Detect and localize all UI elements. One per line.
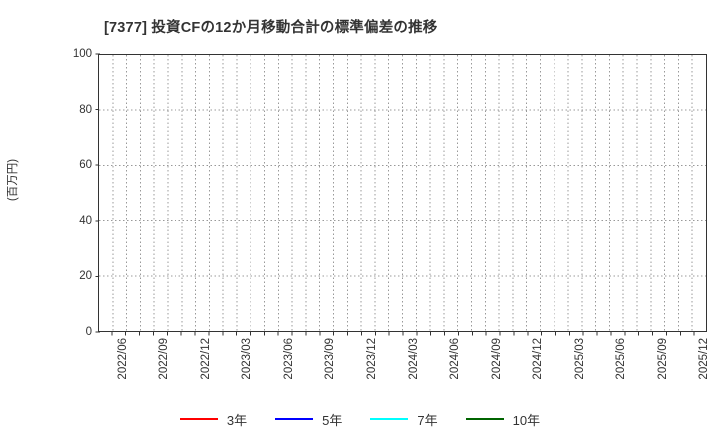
x-axis-tick-label: 2025/06 (615, 338, 628, 380)
chart-legend: 3年 5年 7年 10年 (0, 408, 720, 430)
legend-color-swatch (275, 418, 314, 420)
x-axis-tick-labels: 2022/06 2022/09 2022/12 2023/03 2023/06 2023/… (98, 338, 711, 400)
grid-lines (99, 55, 706, 331)
legend-item[interactable]: 3年 (179, 410, 248, 429)
plot-area (98, 54, 707, 332)
x-axis-tick-label: 2022/12 (199, 338, 212, 380)
legend-item[interactable]: 5年 (275, 410, 342, 429)
y-axis-tick-labels: 0 20 40 60 80 100 (0, 48, 92, 338)
legend-color-swatch (370, 418, 409, 420)
legend-item[interactable]: 7年 (370, 410, 438, 429)
x-axis-tick-label: 2023/12 (365, 338, 378, 380)
y-axis-tick-label: 20 (79, 270, 92, 283)
x-axis-tick-label: 2024/09 (490, 338, 503, 380)
legend-item[interactable]: 10年 (465, 410, 541, 429)
legend-color-swatch (179, 418, 218, 420)
x-axis-tick-marks (111, 332, 695, 336)
x-axis-tick-label: 2025/12 (698, 338, 711, 380)
x-axis-tick-label: 2023/03 (241, 338, 254, 380)
x-axis-tick-label: 2023/09 (324, 338, 337, 380)
legend-color-swatch (465, 418, 504, 420)
y-axis-tick-label: 60 (79, 159, 92, 172)
x-axis-tick-label: 2022/06 (116, 338, 129, 380)
x-axis-tick-label: 2025/03 (573, 338, 586, 380)
legend-label: 10年 (512, 412, 541, 428)
y-axis-tick-label: 80 (79, 103, 92, 116)
legend-label: 7年 (417, 412, 438, 428)
x-axis-tick-label: 2024/03 (407, 338, 420, 380)
x-axis-tick-label: 2023/06 (282, 338, 295, 380)
x-axis-tick-label: 2024/06 (449, 338, 462, 380)
x-axis-tick-label: 2025/09 (656, 338, 669, 380)
x-axis-tick-label: 2022/09 (158, 338, 171, 380)
series-lines (99, 55, 706, 331)
x-axis-tick-label: 2024/12 (532, 338, 545, 380)
legend-label: 3年 (226, 412, 248, 428)
chart-title: [7377] 投資CFの12か月移動合計の標準偏差の推移 (104, 20, 438, 36)
y-axis-tick-label: 100 (72, 48, 92, 60)
legend-label: 5年 (322, 412, 343, 428)
y-axis-tick-label: 0 (85, 326, 92, 338)
y-axis-tick-label: 40 (79, 214, 92, 227)
y-axis-title: (百万円) (7, 158, 19, 202)
